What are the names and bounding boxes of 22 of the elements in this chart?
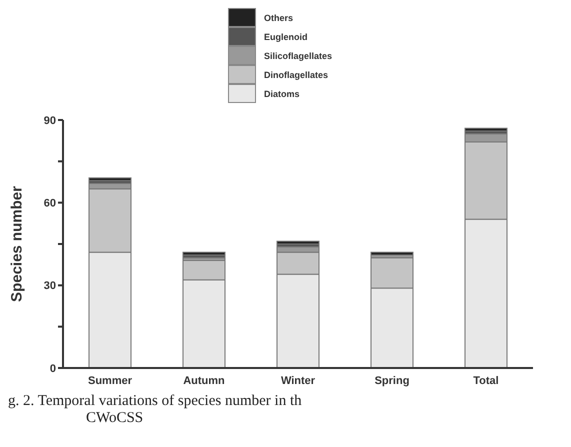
y-tick-label: 90 [44, 114, 56, 127]
x-tick-label: Spring [374, 374, 410, 387]
text: CWoCSS [85, 410, 144, 427]
legend-label: Dinoflagellates [264, 70, 328, 80]
y-tick-label: 60 [44, 198, 56, 210]
legend-label: Euglenoid [264, 32, 308, 42]
bar [464, 128, 508, 132]
y-tick-label: 0 [50, 362, 56, 375]
y-tick-label: 30 [44, 280, 56, 292]
x-tick-label: Autumn [183, 374, 226, 387]
bar [88, 177, 132, 182]
x-tick-label: Winter [280, 374, 316, 387]
bar [182, 252, 226, 256]
legend-label: Diatoms [264, 88, 300, 98]
legend-label: Others [264, 12, 294, 22]
y-axis-title: Species number [8, 186, 26, 302]
x-tick-label: Summer [88, 374, 133, 387]
bar [276, 240, 320, 244]
text: g. 2. Temporal variations of species number in th [8, 393, 303, 410]
legend-label: Silicoflagellates [264, 50, 332, 60]
bar [370, 252, 414, 256]
x-tick-label: Total [473, 374, 499, 387]
